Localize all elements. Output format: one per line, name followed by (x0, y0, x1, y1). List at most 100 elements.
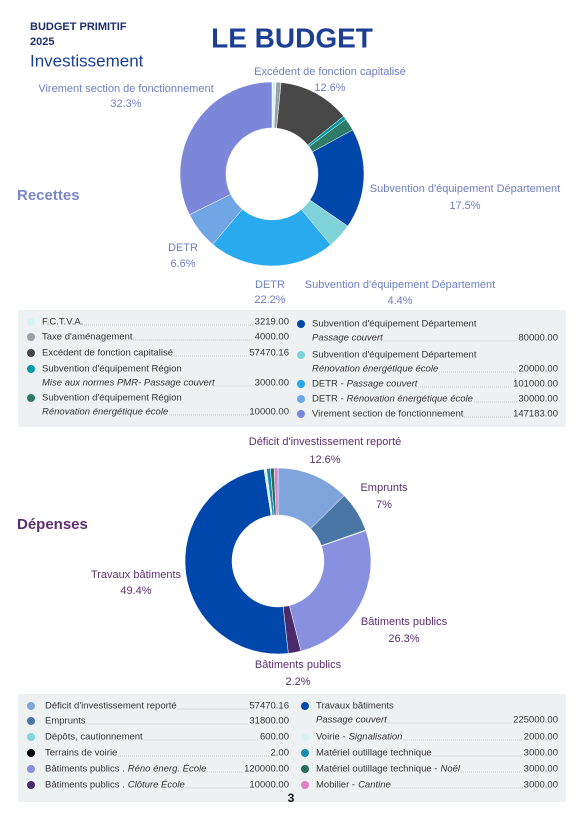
kicker: BUDGET PRIMITIF (30, 21, 127, 33)
legend-label: Emprunts (45, 716, 86, 727)
legend-amount: 3000.00 (524, 748, 558, 759)
slice-label: Bâtiments publics (361, 616, 448, 628)
legend-amount: 10000.00 (249, 780, 289, 791)
slice-label: Travaux bâtiments (91, 569, 182, 581)
legend-label: DETR - (312, 379, 344, 390)
legend-marker (297, 410, 305, 418)
legend-amount: 3000.00 (524, 764, 558, 775)
section-title: Dépenses (17, 516, 88, 533)
legend-label: Travaux bâtiments (316, 701, 394, 712)
legend-marker (27, 702, 35, 710)
slice-label: DETR (168, 242, 198, 254)
slice-percent: 6.6% (170, 258, 195, 270)
legend-label: Taxe d'aménagement (42, 332, 133, 343)
legend-detail: Rénovation énergétique école (347, 394, 473, 405)
legend-label: Virement section de fonctionnement (312, 409, 464, 420)
legend-amount: 20000.00 (518, 364, 558, 375)
donut-slice (179, 81, 273, 215)
legend-amount: 120000.00 (244, 764, 289, 775)
slice-label: Bâtiments publics (255, 659, 342, 671)
legend-amount: 3000.00 (524, 780, 558, 791)
legend-label: Mobilier - (316, 780, 355, 791)
legend-label: Bâtiments publics . (45, 764, 125, 775)
legend-detail: Passage couvert (312, 333, 383, 344)
section-title: Recettes (17, 187, 80, 204)
slice-percent: 7% (376, 499, 392, 511)
slice-percent: 4.4% (387, 295, 412, 307)
slice-percent: 2.2% (285, 676, 310, 688)
slice-label: Subvention d'équipement Département (370, 183, 560, 195)
slice-percent: 49.4% (120, 585, 151, 597)
slice-percent: 26.3% (388, 633, 419, 645)
legend-marker (27, 765, 35, 773)
legend-label: Dépôts, cautionnement (45, 732, 143, 743)
legend-marker (297, 351, 305, 359)
slice-percent: 12.6% (309, 454, 340, 466)
legend-detail: Noël (440, 764, 460, 775)
legend-amount: 147183.00 (513, 409, 558, 420)
legend-amount: 31800.00 (249, 716, 289, 727)
legend-marker (27, 733, 35, 741)
slice-percent: 22.2% (254, 294, 285, 306)
legend-label: F.C.T.V.A. (42, 317, 83, 328)
legend-detail: Réno énerg. École (128, 764, 207, 775)
legend-amount: 225000.00 (513, 715, 558, 726)
legend-marker (301, 781, 309, 789)
slice-percent: 32.3% (110, 98, 141, 110)
legend-amount: 2.00 (271, 748, 290, 759)
legend-amount: 2000.00 (524, 732, 558, 743)
legend-marker (297, 380, 305, 388)
legend-detail: Cantine (358, 780, 391, 791)
legend-detail: Signalisation (349, 732, 403, 743)
legend-detail: Passage couvert (316, 715, 387, 726)
legend-marker (301, 702, 309, 710)
legend-marker (301, 765, 309, 773)
legend-amount: 10000.00 (249, 407, 289, 418)
page-title: LE BUDGET (211, 22, 373, 53)
legend-marker (27, 749, 35, 757)
legend-label: Matériel outillage technique - (316, 764, 437, 775)
slice-label: Virement section de fonctionnement (38, 83, 213, 95)
slice-label: Emprunts (360, 482, 408, 494)
legend-label: Subvention d'équipement Région (42, 364, 182, 375)
legend-detail: Passage couvert (347, 379, 418, 390)
legend-label: Déficit d'investissement reporté (45, 701, 177, 712)
legend-amount: 57470.16 (249, 348, 289, 359)
donut-slice (273, 467, 279, 516)
legend-amount: 3000.00 (255, 378, 289, 389)
legend-label: Subvention d'équipement Département (312, 319, 477, 330)
legend-label: Subvention d'équipement Région (42, 393, 182, 404)
legend-detail: Rénovation énergétique école (312, 364, 438, 375)
legend-detail: Rénovation énergétique école (42, 407, 168, 418)
donut-slice (289, 530, 372, 652)
legend-marker (297, 320, 305, 328)
legend-amount: 57470.16 (249, 701, 289, 712)
legend-marker (301, 733, 309, 741)
legend-label: Excédent de fonction capitalisé (42, 348, 173, 359)
legend-label: Bâtiments publics . (45, 780, 125, 791)
legend-detail: Mise aux normes PMR- Passage couvert (42, 378, 215, 389)
legend-amount: 3219.00 (255, 317, 289, 328)
donut-slice (212, 208, 332, 267)
legend-label: Subvention d'équipement Département (312, 350, 477, 361)
slice-label: Excédent de fonction capitalisé (254, 66, 406, 78)
legend-label: Matériel outillage technique (316, 748, 432, 759)
legend-label: Voirie - (316, 732, 346, 743)
slice-percent: 17.5% (449, 200, 480, 212)
donut-slice (184, 468, 289, 655)
legend-marker (27, 717, 35, 725)
slice-label: DETR (255, 279, 285, 291)
legend-marker (27, 349, 35, 357)
legend-amount: 80000.00 (518, 333, 558, 344)
legend-amount: 4000.00 (255, 332, 289, 343)
slice-label: Déficit d'investissement reporté (249, 436, 402, 448)
legend-amount: 30000.00 (518, 394, 558, 405)
legend-amount: 600.00 (260, 732, 289, 743)
legend-marker (27, 318, 35, 326)
legend-box (18, 310, 566, 427)
subtitle: Investissement (30, 51, 144, 70)
legend-marker (27, 365, 35, 373)
legend-marker (27, 394, 35, 402)
slice-percent: 12.6% (314, 82, 345, 94)
